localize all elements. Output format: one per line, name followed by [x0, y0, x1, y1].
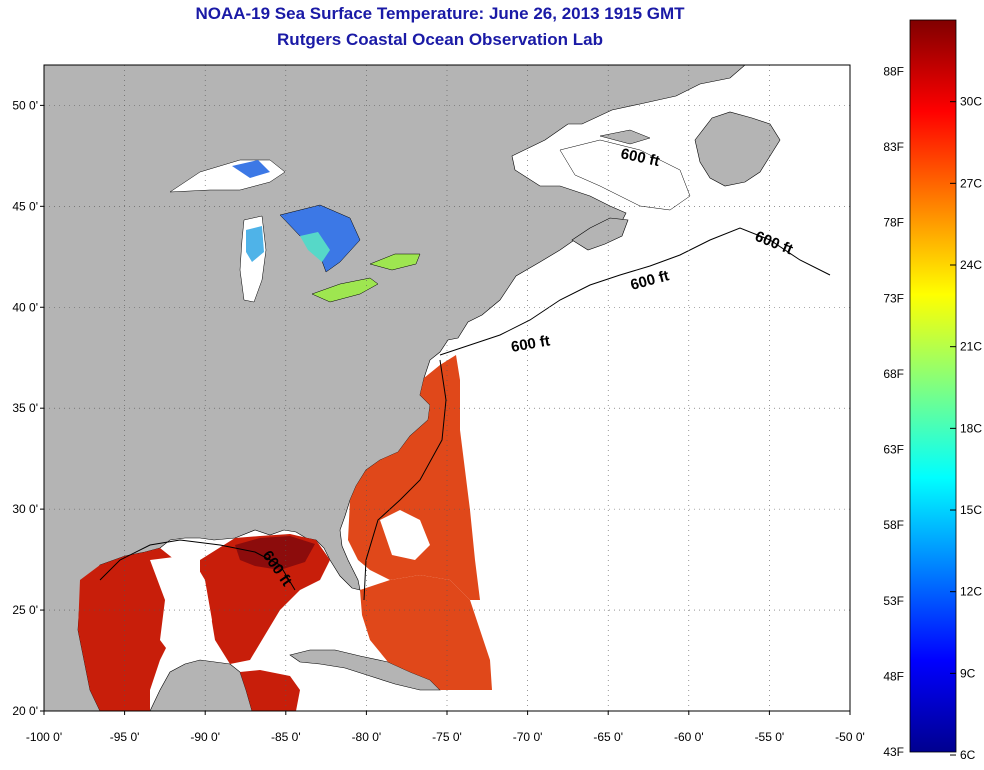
- x-tick-label: -100 0': [26, 730, 62, 744]
- colorbar-fahrenheit-labels: 43F 48F 53F 58F 63F 68F 73F 78F 83F 88F: [883, 64, 904, 759]
- land-anticosti: [599, 129, 651, 145]
- colorbar-c-label: 27C: [960, 176, 982, 190]
- land-newfoundland: [694, 111, 781, 187]
- x-tick-label: -65 0': [593, 730, 623, 744]
- colorbar-c-label: 6C: [960, 748, 976, 762]
- sst-gulf-central: [200, 534, 330, 664]
- colorbar-celsius-labels: 6C 9C 12C 15C 18C 21C 24C 27C 30C: [950, 95, 982, 762]
- land-nova-scotia: [571, 217, 629, 251]
- colorbar-f-label: 48F: [883, 669, 904, 683]
- colorbar-f-label: 73F: [883, 291, 904, 305]
- colorbar-f-label: 43F: [883, 745, 904, 759]
- sst-bahamas: [360, 575, 492, 690]
- colorbar-f-label: 78F: [883, 216, 904, 230]
- x-tick-label: -80 0': [352, 730, 382, 744]
- colorbar-c-label: 18C: [960, 421, 982, 435]
- y-tick-label: 45 0': [12, 199, 38, 213]
- x-tick-label: -95 0': [110, 730, 140, 744]
- colorbar-f-label: 68F: [883, 367, 904, 381]
- contour-600ft: [439, 227, 831, 356]
- colorbar-c-label: 9C: [960, 666, 976, 680]
- y-tick-label: 35 0': [12, 401, 38, 415]
- colorbar-c-label: 30C: [960, 95, 982, 109]
- colorbar-c-label: 24C: [960, 258, 982, 272]
- map-title: NOAA-19 Sea Surface Temperature: June 26…: [195, 4, 685, 23]
- lake-michigan-color: [246, 226, 264, 262]
- x-tick-label: -75 0': [432, 730, 462, 744]
- colorbar-f-label: 58F: [883, 518, 904, 532]
- x-axis-ticks: -100 0' -95 0' -90 0' -85 0' -80 0' -75 0' -70…: [26, 711, 865, 744]
- sst-gulf-hot: [235, 536, 315, 570]
- y-axis-ticks: 20 0' 25 0' 30 0' 35 0' 40 0' 45 0' 50 0': [12, 98, 44, 718]
- x-tick-label: -85 0': [271, 730, 301, 744]
- sst-gulf-bottom: [240, 670, 300, 711]
- lake-ontario: [369, 253, 421, 271]
- y-tick-label: 25 0': [12, 603, 38, 617]
- x-tick-label: -60 0': [674, 730, 704, 744]
- colorbar-c-label: 15C: [960, 503, 982, 517]
- sst-atlantic-coast: [348, 355, 480, 600]
- y-tick-label: 30 0': [12, 502, 38, 516]
- colorbar: [909, 19, 957, 753]
- x-tick-label: -50 0': [835, 730, 865, 744]
- cloud-gap-atlantic: [380, 510, 430, 560]
- colorbar-f-label: 88F: [883, 64, 904, 78]
- contour-600ft-atlantic: [363, 359, 447, 601]
- map-subtitle: Rutgers Coastal Ocean Observation Lab: [277, 30, 603, 49]
- contour-label: 600 ft: [510, 332, 552, 356]
- y-tick-label: 20 0': [12, 704, 38, 718]
- contour-600ft-gulf: [99, 539, 296, 591]
- y-tick-label: 50 0': [12, 98, 38, 112]
- colorbar-c-label: 21C: [960, 340, 982, 354]
- x-tick-label: -55 0': [755, 730, 785, 744]
- lake-huron-warm: [300, 232, 330, 262]
- cloud-gap-gulf: [150, 555, 212, 660]
- sst-gulf-of-mexico: [78, 548, 175, 711]
- gulf-st-lawrence: [559, 139, 691, 211]
- colorbar-c-label: 12C: [960, 585, 982, 599]
- y-tick-label: 40 0': [12, 300, 38, 314]
- colorbar-f-label: 63F: [883, 443, 904, 457]
- x-tick-label: -90 0': [190, 730, 220, 744]
- lake-superior-cold: [232, 160, 270, 178]
- lake-erie: [311, 277, 379, 303]
- colorbar-f-label: 53F: [883, 594, 904, 608]
- colorbar-f-label: 83F: [883, 140, 904, 154]
- x-tick-label: -70 0': [513, 730, 543, 744]
